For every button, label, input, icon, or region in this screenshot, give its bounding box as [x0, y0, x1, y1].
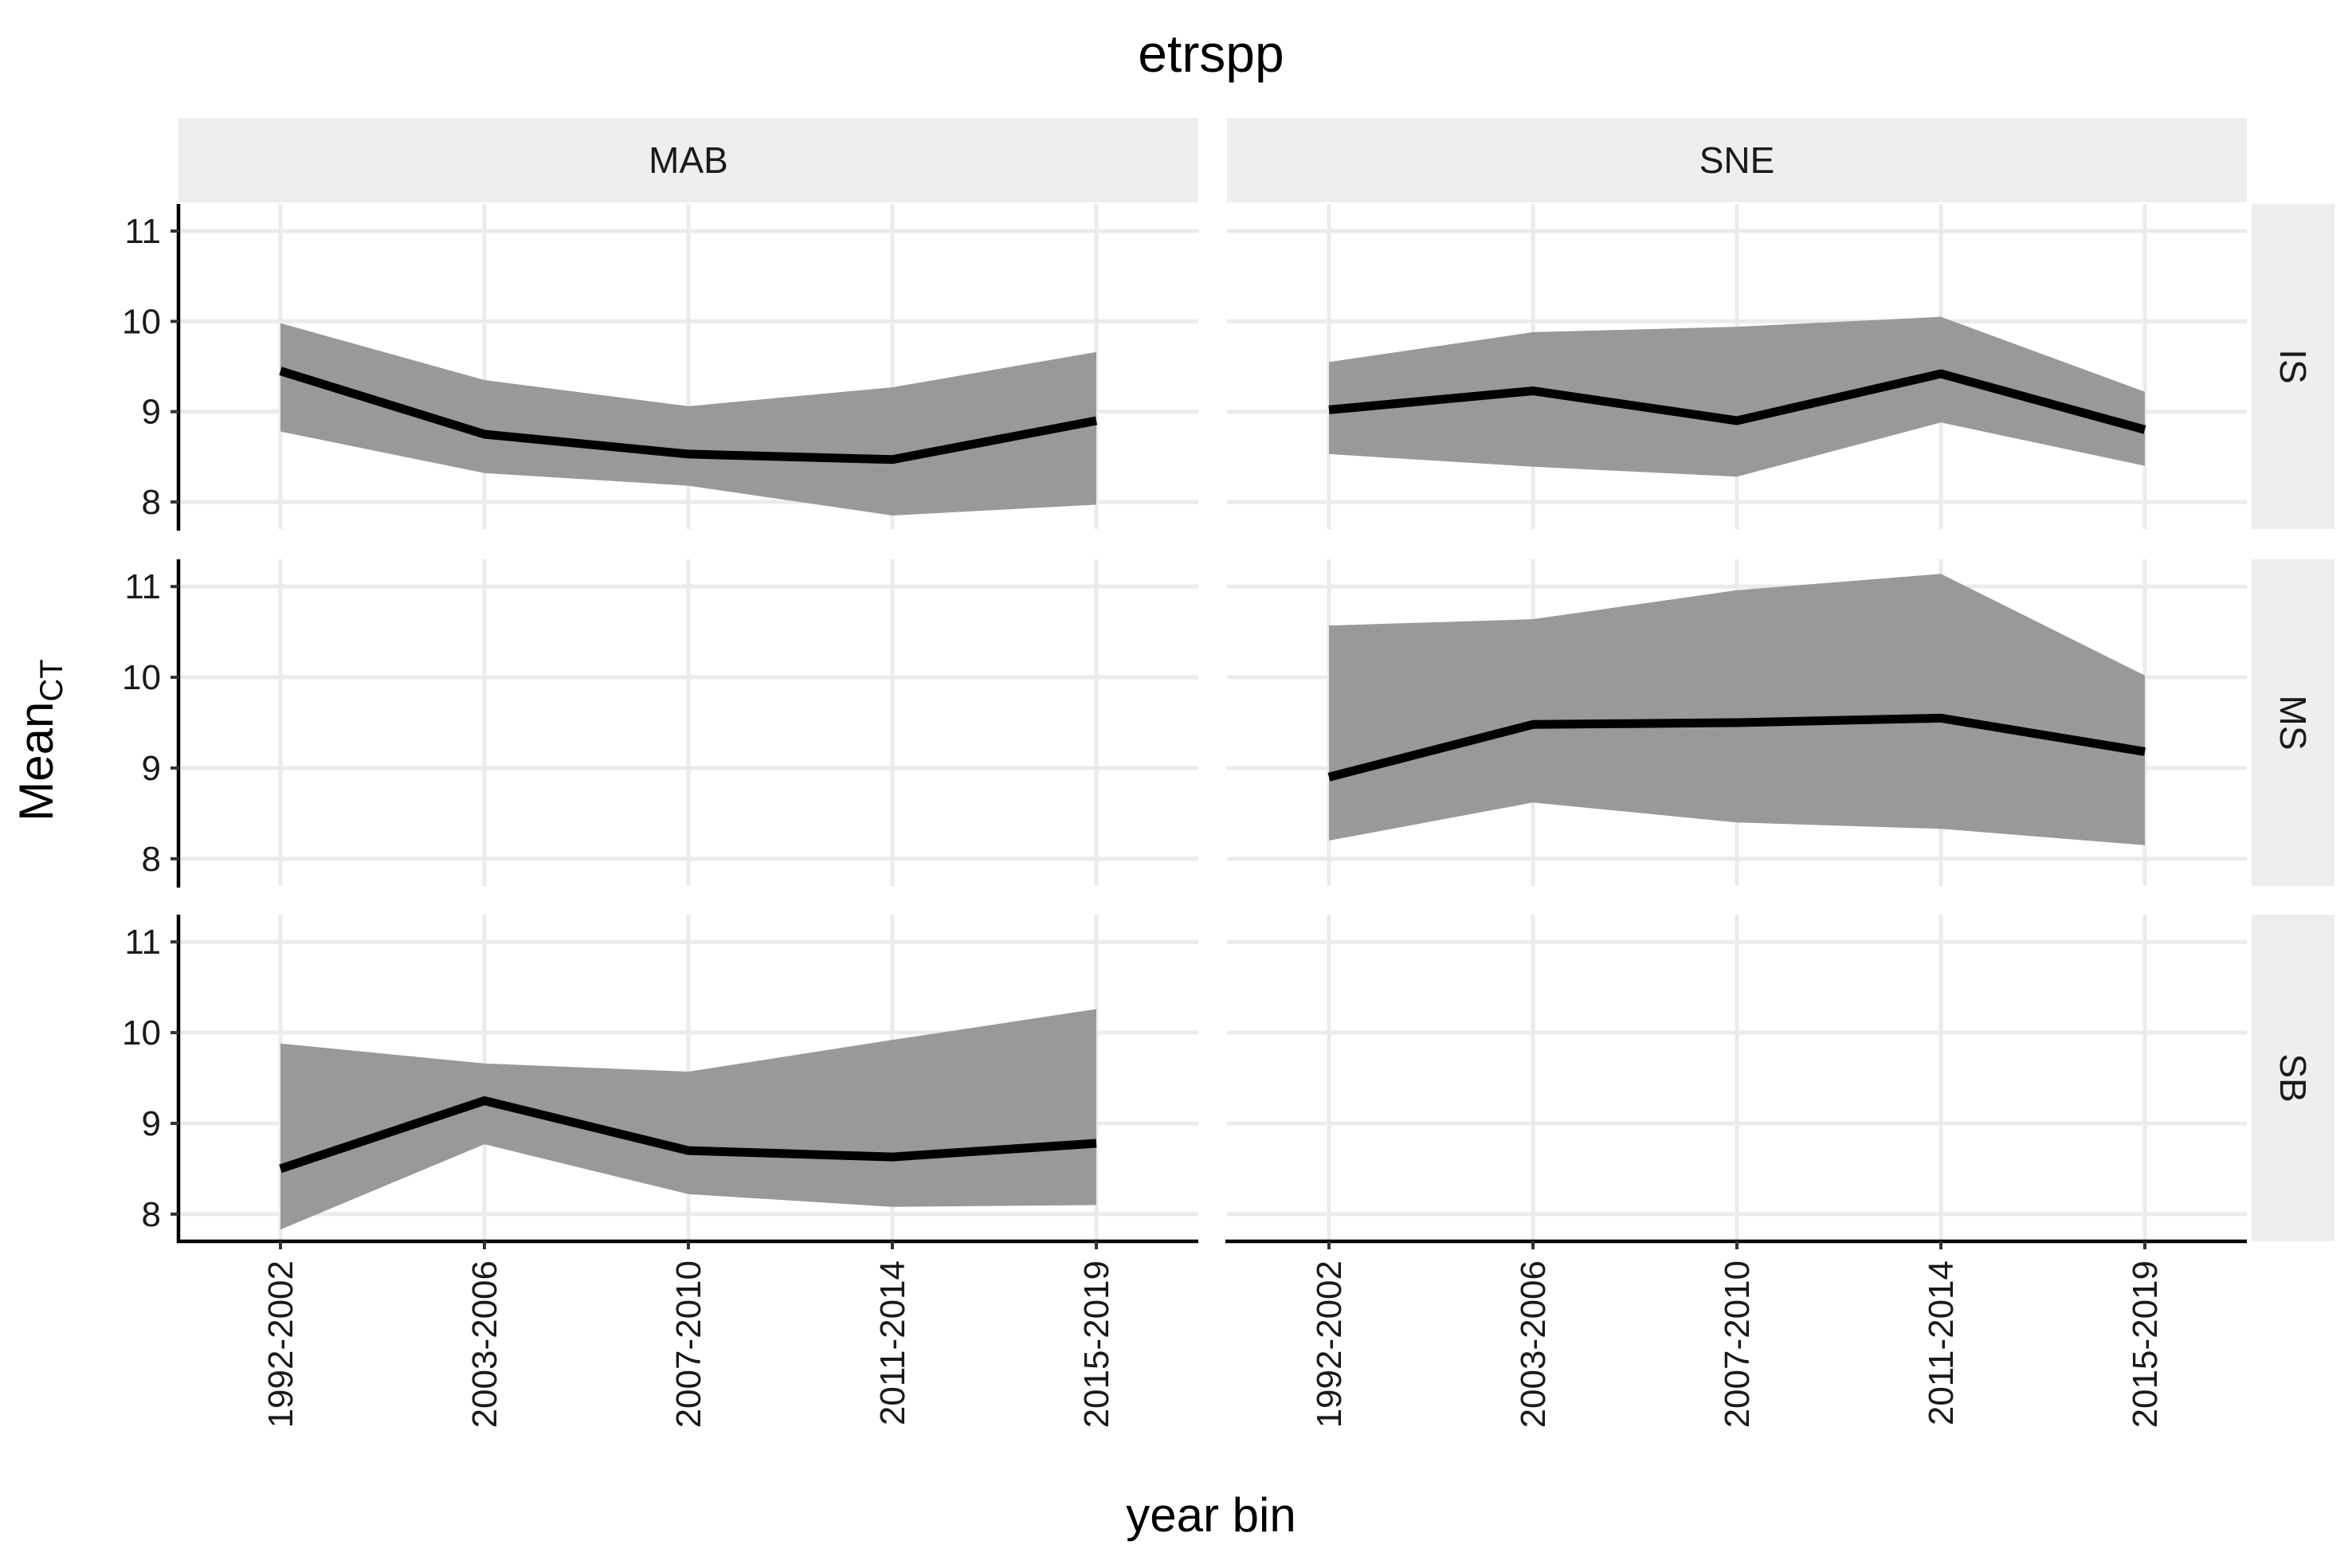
facet-strip-label: SB [2272, 1053, 2314, 1102]
x-tick-label: 2007-2010 [1718, 1260, 1757, 1428]
facet-strip-sne [1227, 118, 2247, 202]
x-tick-label: 2003-2006 [1514, 1260, 1553, 1428]
facet-strip-label: SNE [1699, 139, 1775, 181]
panel-mab-sb: 8 9 10 11 1992-2002 2003-2006 2007-2010 2011-20… [122, 915, 1198, 1428]
y-tick-label: 8 [142, 483, 161, 522]
y-tick-label: 10 [122, 1013, 161, 1053]
x-tick-label: 1992-2002 [261, 1260, 300, 1428]
y-tick-label: 8 [142, 1195, 161, 1234]
y-tick-label: 10 [122, 302, 161, 341]
y-tick-label: 9 [142, 749, 161, 788]
facet-strip-ms [2252, 559, 2334, 886]
y-tick-label: 9 [142, 393, 161, 432]
y-axis-title: MeanCT [10, 659, 69, 821]
confidence-ribbon [280, 323, 1096, 515]
confidence-ribbon [280, 1009, 1096, 1230]
x-tick-label: 2015-2019 [2126, 1260, 2165, 1428]
x-tick-label: 2011-2014 [873, 1260, 912, 1425]
panel-sne-sb: 1992-2002 2003-2006 2007-2010 2011-2014 2015… [1225, 915, 2247, 1428]
x-tick-label: 1992-2002 [1310, 1260, 1349, 1428]
panel-sne-is [1227, 204, 2247, 529]
y-axis-title-subscript: CT [34, 659, 69, 701]
y-tick-label: 11 [124, 212, 161, 251]
confidence-ribbon [1329, 316, 2145, 477]
facet-strip-label: MAB [649, 139, 728, 181]
panels-layer: MAB SNE IS MS SB 8 9 10 11 8 9 10 11 8 9 10 11 1992-2002 2… [122, 118, 2334, 1428]
confidence-ribbon [1329, 574, 2145, 845]
facet-strip-label: MS [2272, 696, 2314, 751]
facet-strip-is [2252, 204, 2334, 529]
x-tick-label: 2015-2019 [1077, 1260, 1116, 1428]
x-tick-label: 2007-2010 [669, 1260, 708, 1428]
y-tick-label: 11 [124, 567, 161, 606]
y-axis-title-main: Mean [10, 702, 63, 821]
x-tick-label: 2003-2006 [465, 1260, 504, 1428]
facet-strip-sb [2252, 915, 2334, 1241]
panel-mab-is: 8 9 10 11 [122, 204, 1198, 531]
chart-title: etrspp [1138, 24, 1284, 83]
y-tick-label: 11 [124, 923, 161, 962]
panel-mab-ms: 8 9 10 11 [122, 559, 1198, 888]
facet-strip-label: IS [2272, 349, 2314, 383]
x-tick-label: 2011-2014 [1922, 1260, 1961, 1425]
x-axis-title: year bin [1126, 1488, 1296, 1542]
y-tick-label: 10 [122, 658, 161, 697]
y-tick-label: 8 [142, 840, 161, 879]
facet-strip-mab [178, 118, 1198, 202]
y-tick-label: 9 [142, 1104, 161, 1143]
panel-sne-ms [1227, 559, 2247, 886]
